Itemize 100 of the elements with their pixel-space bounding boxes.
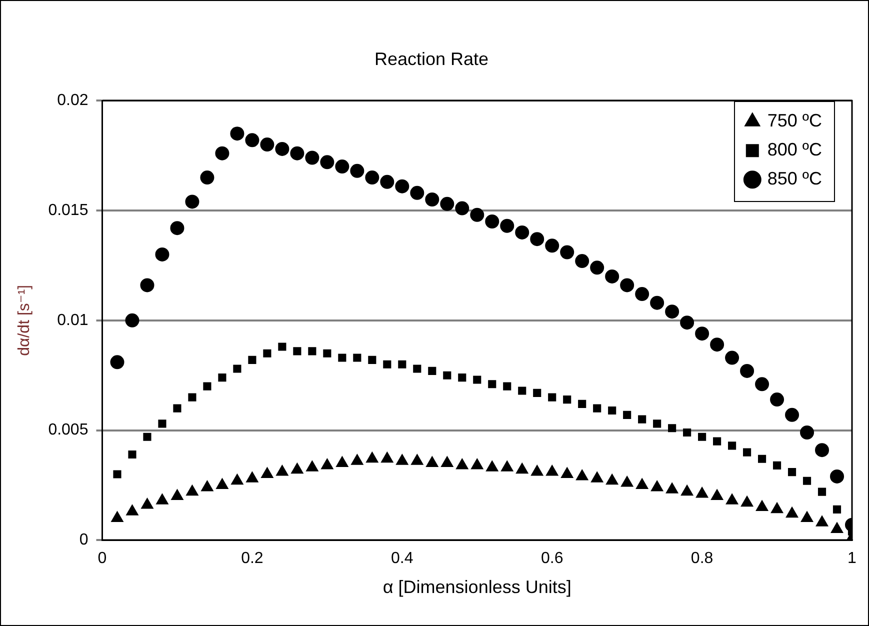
point <box>680 316 694 330</box>
point <box>696 487 708 498</box>
point <box>230 126 244 141</box>
point <box>278 342 286 351</box>
point <box>260 138 274 152</box>
point <box>203 382 212 390</box>
point <box>486 460 498 472</box>
point <box>155 247 170 262</box>
point <box>770 502 784 514</box>
point <box>695 326 710 341</box>
point <box>186 484 198 496</box>
legend-label: 800 ºC <box>767 140 822 160</box>
point <box>653 420 662 428</box>
y-tick-label: 0.01 <box>57 312 88 329</box>
point <box>353 354 362 362</box>
point <box>171 489 184 500</box>
point <box>428 366 436 375</box>
point <box>830 469 844 484</box>
point <box>188 393 196 402</box>
point <box>815 443 830 458</box>
chart-title: Reaction Rate <box>374 48 489 69</box>
x-tick-label: 0.4 <box>391 550 414 568</box>
point <box>218 374 226 382</box>
point <box>650 296 664 310</box>
point <box>125 313 140 328</box>
y-tick-label: 0.02 <box>57 92 88 110</box>
point <box>140 278 154 292</box>
point <box>605 269 620 284</box>
point <box>246 472 258 482</box>
point <box>503 382 512 390</box>
point <box>680 484 694 496</box>
point <box>546 465 558 476</box>
point <box>156 494 168 504</box>
point <box>666 482 678 494</box>
point <box>533 388 542 397</box>
point <box>141 498 154 509</box>
point <box>788 468 796 476</box>
point <box>740 496 754 507</box>
legend-label: 750 ºC <box>767 110 822 131</box>
point <box>110 355 124 370</box>
point <box>305 150 320 165</box>
point <box>350 164 364 178</box>
point <box>590 260 604 275</box>
point <box>590 472 604 482</box>
point <box>381 452 394 463</box>
point <box>470 208 484 222</box>
point <box>306 460 318 472</box>
point <box>518 386 526 395</box>
point <box>500 460 514 472</box>
point <box>458 374 466 382</box>
point <box>440 196 454 211</box>
y-axis-title: dα/dt [s⁻¹] <box>16 284 34 356</box>
point <box>320 155 334 170</box>
point <box>411 454 424 465</box>
point <box>578 400 586 408</box>
point <box>215 146 230 160</box>
point <box>530 465 544 476</box>
point <box>338 354 346 362</box>
point <box>351 454 364 465</box>
point <box>665 304 680 319</box>
point <box>548 393 556 402</box>
point <box>308 347 316 356</box>
point <box>530 232 544 246</box>
point <box>710 489 724 500</box>
point <box>560 245 574 260</box>
point <box>698 432 706 441</box>
point <box>173 404 182 412</box>
point <box>515 225 530 240</box>
point <box>743 448 752 456</box>
x-axis-title: α [Dimensionless Units] <box>382 577 572 598</box>
point <box>488 380 496 388</box>
x-tick-label: 1 <box>848 550 857 568</box>
point <box>636 478 648 489</box>
point <box>635 287 650 302</box>
point <box>606 474 618 485</box>
point <box>758 454 766 463</box>
point <box>443 371 452 380</box>
point <box>473 376 482 384</box>
point <box>832 505 842 514</box>
point <box>290 146 304 160</box>
point <box>830 522 844 533</box>
point <box>293 347 302 356</box>
point <box>470 458 484 470</box>
point <box>335 160 350 174</box>
point <box>786 506 798 518</box>
x-tick-label: 0 <box>98 550 107 568</box>
point <box>366 452 378 463</box>
point <box>620 476 634 487</box>
point <box>395 179 410 194</box>
point <box>726 494 738 504</box>
point <box>485 214 500 228</box>
point <box>425 192 440 207</box>
point <box>410 186 424 200</box>
point <box>201 480 214 492</box>
y-tick-label: 0.005 <box>48 422 88 439</box>
point <box>248 356 256 364</box>
point <box>785 408 800 422</box>
point <box>323 349 332 358</box>
point <box>560 467 574 478</box>
point <box>113 470 122 478</box>
